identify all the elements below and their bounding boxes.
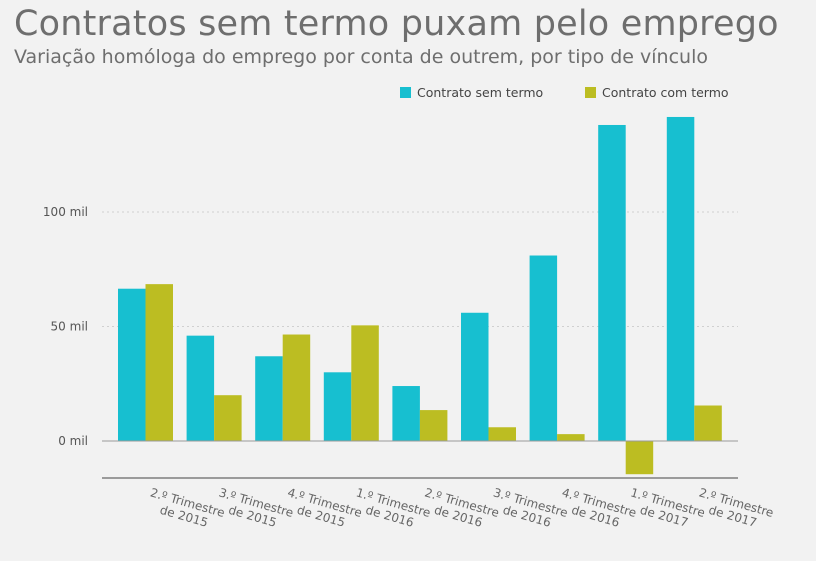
- y-tick-label: 100 mil: [43, 205, 88, 219]
- legend-swatch: [585, 87, 596, 98]
- x-tick-label: 2.º Trimestrede 2015: [145, 485, 227, 533]
- y-tick-label: 0 mil: [58, 434, 88, 448]
- bar: [214, 395, 242, 441]
- chart-title: Contratos sem termo puxam pelo emprego: [14, 4, 779, 44]
- x-tick-label: 4.º Trimestrede 2015: [282, 485, 364, 533]
- bar: [419, 410, 448, 441]
- bar: [118, 288, 146, 441]
- bar: [557, 434, 585, 441]
- bar: [282, 334, 311, 441]
- bar: [488, 427, 516, 441]
- x-tick-label: 4.º Trimestrede 2016: [556, 485, 638, 533]
- chart-subtitle: Variação homóloga do emprego por conta d…: [14, 46, 708, 68]
- x-tick-label: 2.º Trimestrede 2016: [419, 485, 501, 533]
- legend-swatch: [400, 87, 411, 98]
- x-tick-label: 1.º Trimestrede 2017: [625, 485, 707, 533]
- x-tick-label: 3.º Trimestrede 2015: [213, 485, 295, 533]
- bar: [598, 124, 626, 441]
- legend-label: Contrato com termo: [602, 85, 729, 100]
- bar: [625, 441, 654, 475]
- legend-label: Contrato sem termo: [417, 85, 543, 100]
- bar: [461, 312, 489, 441]
- bar: [351, 325, 379, 441]
- bar: [392, 386, 420, 441]
- bar: [186, 335, 215, 441]
- bar: [323, 372, 352, 441]
- y-tick-label: 50 mil: [51, 320, 88, 334]
- bar: [529, 255, 558, 441]
- x-tick-label: 2.º Trimestrede 2017: [694, 485, 776, 533]
- x-tick-label: 3.º Trimestrede 2016: [488, 485, 570, 533]
- bar: [145, 284, 173, 441]
- x-tick-label: 1.º Trimestrede 2016: [351, 485, 433, 533]
- bar: [666, 116, 695, 441]
- bar: [255, 356, 283, 441]
- bar: [694, 405, 722, 441]
